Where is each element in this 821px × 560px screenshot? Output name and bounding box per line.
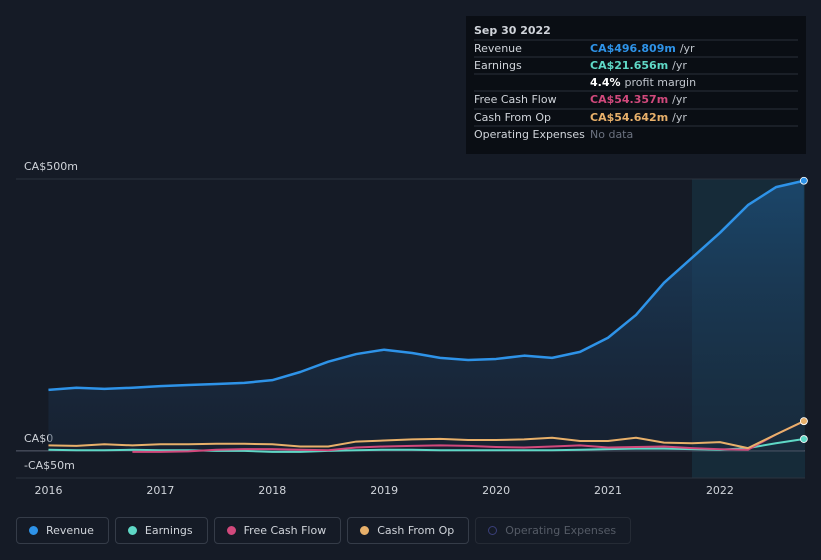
y-tick-label: CA$500m	[24, 160, 78, 173]
suffix: /yr	[672, 111, 687, 124]
legend-swatch	[29, 526, 38, 535]
suffix: profit margin	[625, 76, 697, 89]
suffix: /yr	[672, 59, 687, 72]
tooltip-label: Revenue	[474, 42, 522, 55]
tooltip-title: Sep 30 2022	[474, 24, 551, 37]
legend-swatch	[226, 526, 236, 535]
x-tick-label: 2018	[258, 484, 286, 497]
end-point	[799, 435, 808, 443]
tooltip-value: CA$21.656m/yr	[590, 59, 687, 72]
x-tick-label: 2017	[146, 484, 174, 497]
series-line	[48, 179, 805, 392]
tooltip-value: CA$54.357m/yr	[590, 93, 687, 106]
y-tick-label: -CA$50m	[24, 459, 75, 472]
tooltip-value: CA$496.809m/yr	[590, 42, 695, 55]
legend-swatch	[360, 526, 370, 535]
legend-item[interactable]: Revenue	[16, 517, 109, 544]
value: CA$54.642m	[590, 111, 668, 124]
legend-label: Free Cash Flow	[243, 524, 327, 537]
legend-item[interactable]: Operating Expenses	[475, 517, 632, 544]
chart: CA$500m CA$0 -CA$50m 2016 2017 2018 2019 2020 20…	[16, 16, 808, 497]
value: 4.4%	[590, 76, 621, 89]
tooltip-label: Operating Expenses	[474, 128, 585, 141]
legend: Revenue Earnings Free Cash Flow Cash From O…	[16, 517, 632, 544]
legend-item[interactable]: Earnings	[114, 517, 208, 544]
series-line	[48, 420, 805, 450]
tooltip-value: No data	[590, 128, 633, 141]
value: CA$496.809m	[590, 42, 676, 55]
x-tick-label: 2022	[706, 484, 734, 497]
legend-label: Revenue	[46, 524, 94, 537]
value: CA$21.656m	[590, 59, 668, 72]
end-point	[799, 176, 808, 185]
x-tick-label: 2016	[34, 484, 62, 497]
tooltip: Sep 30 2022 Revenue CA$496.809m/yr Earnings…	[466, 16, 806, 154]
legend-label: Operating Expenses	[505, 524, 617, 537]
area	[48, 180, 804, 451]
legend-label: Earnings	[144, 524, 193, 537]
value: CA$54.357m	[590, 93, 668, 106]
series-line	[48, 438, 805, 453]
legend-item[interactable]: Cash From Op	[347, 517, 470, 544]
legend-swatch	[488, 526, 498, 535]
suffix: /yr	[680, 42, 695, 55]
legend-swatch	[127, 526, 137, 535]
x-tick-label: 2019	[370, 484, 398, 497]
suffix: /yr	[672, 93, 687, 106]
tooltip-value: CA$54.642m/yr	[590, 111, 687, 124]
series-line	[132, 420, 805, 453]
legend-label: Cash From Op	[377, 524, 455, 537]
tooltip-label: Free Cash Flow	[474, 93, 557, 106]
y-tick-label: CA$0	[24, 432, 53, 445]
tooltip-value: 4.4% profit margin	[590, 76, 696, 89]
legend-item[interactable]: Free Cash Flow	[213, 517, 342, 544]
x-tick-label: 2021	[594, 484, 622, 497]
x-tick-label: 2020	[482, 484, 510, 497]
tooltip-box	[466, 16, 806, 154]
value: No data	[590, 128, 633, 141]
tooltip-label: Cash From Op	[474, 111, 551, 124]
tooltip-label: Earnings	[474, 59, 522, 72]
end-point	[799, 417, 808, 426]
